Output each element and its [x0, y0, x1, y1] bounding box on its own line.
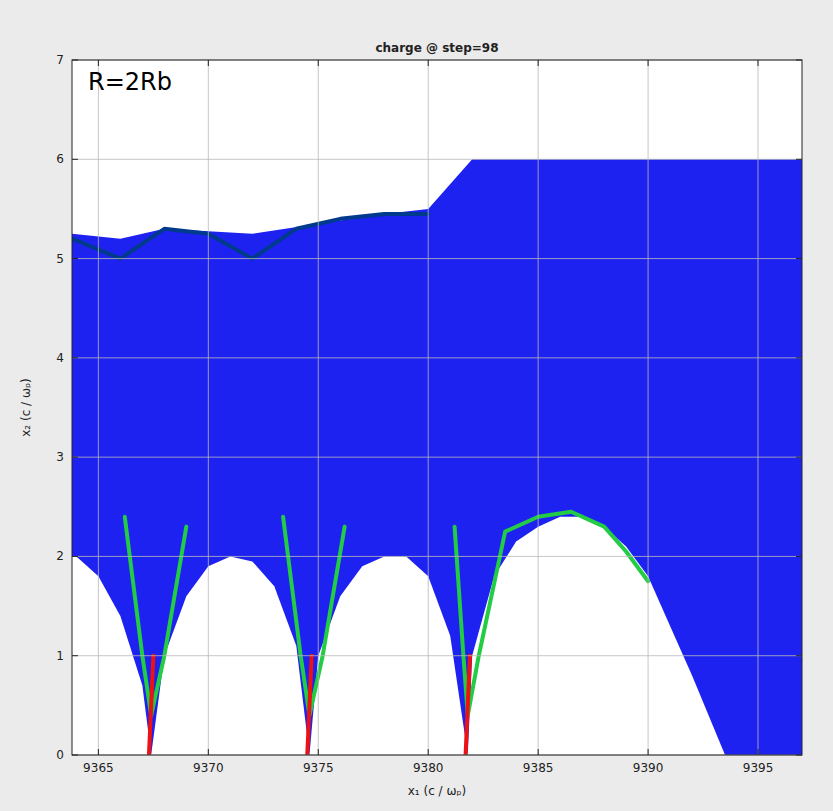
- tick-label: 5: [56, 252, 64, 266]
- grid-line: [208, 60, 209, 755]
- grid-line: [98, 60, 99, 755]
- tick-label: 1: [56, 649, 64, 663]
- density-line: [466, 656, 470, 755]
- tick: [538, 749, 539, 755]
- tick: [648, 60, 649, 66]
- grid-line: [72, 357, 802, 358]
- density-area: [468, 517, 725, 755]
- tick-label: 9370: [193, 761, 224, 775]
- tick: [318, 60, 319, 66]
- frame: [72, 60, 802, 755]
- tick: [796, 159, 802, 160]
- tick-label: 9390: [633, 761, 664, 775]
- tick: [428, 749, 429, 755]
- density-area: [72, 159, 802, 755]
- density-line: [149, 656, 153, 755]
- tick: [72, 357, 78, 358]
- tick: [208, 60, 209, 66]
- tick: [796, 258, 802, 259]
- tick: [758, 749, 759, 755]
- tick-label: 9365: [83, 761, 114, 775]
- tick: [208, 749, 209, 755]
- tick: [72, 556, 78, 557]
- tick-label: 3: [56, 450, 64, 464]
- tick: [72, 655, 78, 656]
- grid-line: [758, 60, 759, 755]
- grid-line: [72, 258, 802, 259]
- tick: [72, 258, 78, 259]
- y-axis-title: x₂ (c / ωₚ): [19, 378, 33, 437]
- grid-line: [428, 60, 429, 755]
- grid-line: [72, 655, 802, 656]
- x-axis-title: x₁ (c / ωₚ): [408, 784, 467, 798]
- grid-line: [72, 159, 802, 160]
- tick: [796, 457, 802, 458]
- tick: [72, 457, 78, 458]
- tick: [72, 755, 78, 756]
- density-line: [125, 517, 187, 716]
- tick: [72, 159, 78, 160]
- tick: [98, 749, 99, 755]
- data-group: [72, 159, 802, 755]
- plot-background: [72, 60, 802, 755]
- tick: [758, 60, 759, 66]
- grid-line: [538, 60, 539, 755]
- density-line: [307, 656, 311, 755]
- tick: [538, 60, 539, 66]
- tick-label: 9385: [523, 761, 554, 775]
- title: charge @ step=98: [375, 41, 498, 55]
- tick-label: 9395: [743, 761, 774, 775]
- tick: [796, 556, 802, 557]
- tick-label: 0: [56, 748, 64, 762]
- tick: [796, 60, 802, 61]
- tick-label: 9380: [413, 761, 444, 775]
- density-line: [72, 214, 428, 259]
- tick: [72, 60, 78, 61]
- grid-line: [648, 60, 649, 755]
- tick: [648, 749, 649, 755]
- tick-label: 7: [56, 53, 64, 67]
- tick: [428, 60, 429, 66]
- grid-line: [318, 60, 319, 755]
- annotation: R=2Rb: [88, 68, 172, 96]
- grid-line: [72, 556, 802, 557]
- tick-label: 9375: [303, 761, 334, 775]
- chart: 9365 9370 9375 9380 9385 9390 9395 0 1 2 3 4 5 6 7 char…: [0, 0, 833, 811]
- tick: [796, 357, 802, 358]
- tick-label: 6: [56, 152, 64, 166]
- tick-label: 2: [56, 549, 64, 563]
- tick: [318, 749, 319, 755]
- tick: [796, 655, 802, 656]
- density-line: [283, 517, 345, 716]
- tick: [98, 60, 99, 66]
- density-line: [455, 512, 648, 716]
- tick: [796, 755, 802, 756]
- grid-line: [72, 457, 802, 458]
- tick-label: 4: [56, 351, 64, 365]
